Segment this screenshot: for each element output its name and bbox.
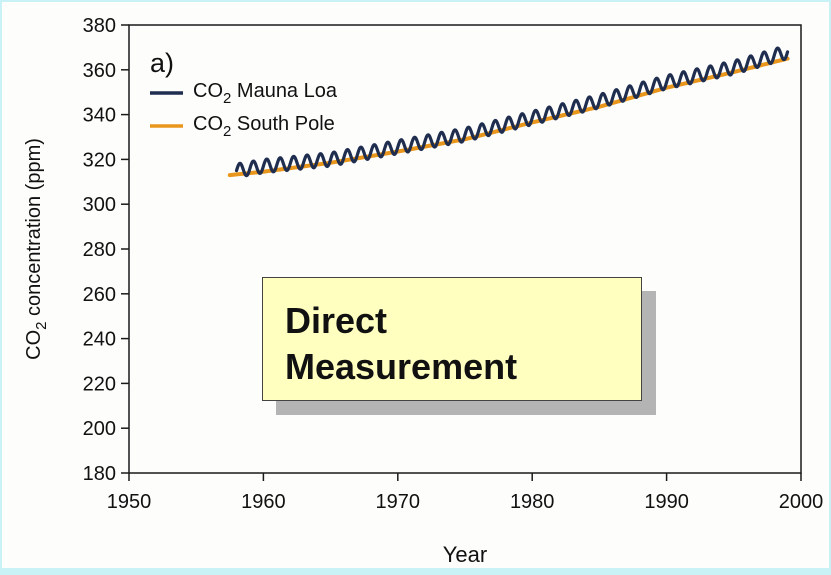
y-tick-label-260: 260 bbox=[83, 284, 116, 306]
y-tick-label-200: 200 bbox=[83, 418, 116, 440]
tick-layer: 1950 1960 1970 1980 1990 2000 180 200 220 240 260 2… bbox=[83, 15, 824, 513]
x-tick-label-2000: 2000 bbox=[779, 491, 824, 513]
x-tick-label-1980: 1980 bbox=[510, 491, 555, 513]
x-tick-label-1950: 1950 bbox=[107, 491, 152, 513]
series-line-south-pole bbox=[227, 56, 790, 178]
legend-label-south-pole: CO2 South Pole bbox=[193, 113, 335, 140]
callout-line-1: Direct bbox=[285, 300, 388, 341]
y-tick-label-380: 380 bbox=[83, 15, 116, 37]
x-tick-label-1970: 1970 bbox=[376, 491, 421, 513]
callout-line-2: Measurement bbox=[285, 346, 518, 387]
plot-frame bbox=[128, 24, 802, 474]
x-tick-label-1990: 1990 bbox=[644, 491, 689, 513]
panel-label: a) bbox=[150, 48, 174, 78]
y-tick-label-180: 180 bbox=[83, 463, 116, 485]
x-axis-label: Year bbox=[443, 542, 487, 567]
legend-label-mauna-loa: CO2 Mauna Loa bbox=[193, 80, 338, 107]
series-layer bbox=[227, 46, 790, 178]
y-axis-label: CO2 concentration (ppm) bbox=[23, 138, 50, 360]
y-tick-label-320: 320 bbox=[83, 149, 116, 171]
y-tick-label-300: 300 bbox=[83, 194, 116, 216]
y-tick-label-360: 360 bbox=[83, 60, 116, 82]
direct-measurement-callout: Direct Measurement bbox=[262, 277, 642, 401]
y-tick-label-240: 240 bbox=[83, 329, 116, 351]
x-tick-label-1960: 1960 bbox=[241, 491, 286, 513]
legend: CO2 Mauna Loa CO2 South Pole bbox=[150, 80, 338, 140]
y-tick-label-340: 340 bbox=[83, 105, 116, 127]
y-tick-label-220: 220 bbox=[83, 373, 116, 395]
series-line-mauna-loa bbox=[234, 46, 790, 178]
y-tick-label-280: 280 bbox=[83, 239, 116, 261]
